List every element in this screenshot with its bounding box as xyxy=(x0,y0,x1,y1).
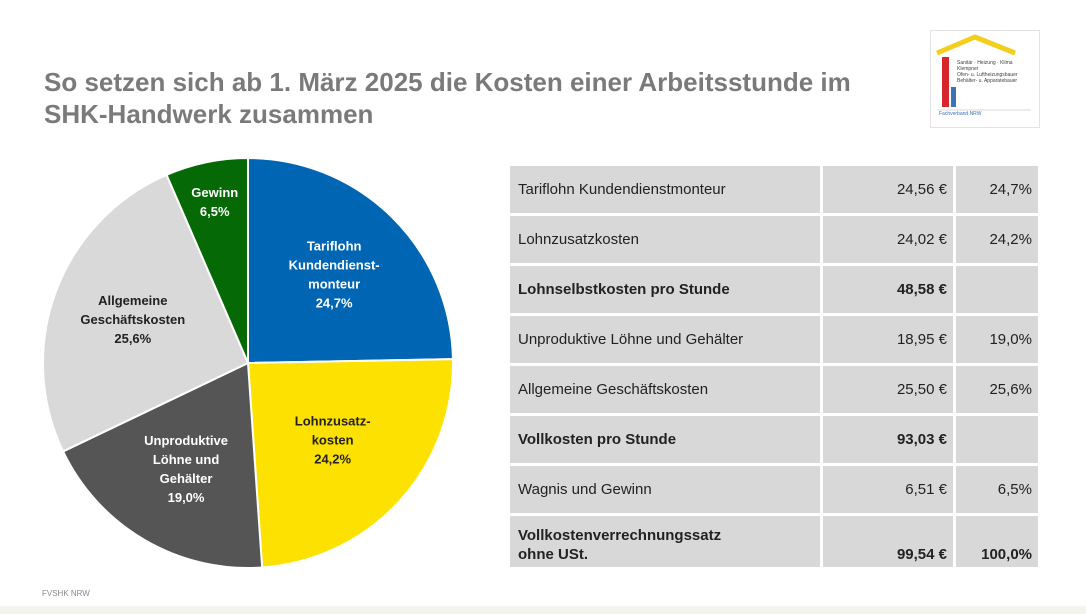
logo-blue-bar xyxy=(951,87,956,107)
cost-item-percent xyxy=(953,266,1038,316)
cost-item-percent: 24,2% xyxy=(953,216,1038,266)
cost-item-label: Wagnis und Gewinn xyxy=(510,466,820,516)
table-row: Tariflohn Kundendienstmonteur 24,56 €24,7… xyxy=(510,166,1038,216)
cost-item-percent: 25,6% xyxy=(953,366,1038,416)
pie-label-line: Löhne und xyxy=(153,452,219,467)
pie-label-line: Kundendienst- xyxy=(289,258,380,273)
cost-item-label-line: Lohnselbstkosten pro Stunde xyxy=(518,281,730,298)
cost-item-label: Tariflohn Kundendienstmonteur xyxy=(510,166,820,216)
pie-label-line: 24,2% xyxy=(314,452,351,467)
logo-red-bar xyxy=(942,57,949,107)
cost-item-label-line: Vollkostenverrechnungssatz xyxy=(518,527,722,544)
logo-line: Behälter- u. Apparatebauer xyxy=(957,78,1018,84)
pie-label-line: Allgemeine xyxy=(98,293,167,308)
page-title: So setzen sich ab 1. März 2025 die Koste… xyxy=(44,67,851,129)
table-row: Vollkosten pro Stunde 93,03 € xyxy=(510,416,1038,466)
pie-chart-svg: Tariflohn Kundendienst-monteur 24,7% Lohnzu… xyxy=(42,156,454,569)
table-row: Unproduktive Löhne und Gehälter 18,95 €19… xyxy=(510,316,1038,366)
cost-item-label: Vollkostenverrechnungssatz ohne USt. xyxy=(510,516,820,570)
cost-item-amount: 6,51 € xyxy=(820,466,953,516)
table-row: Allgemeine Geschäftskosten 25,50 €25,6% xyxy=(510,366,1038,416)
pie-label-line: 6,5% xyxy=(200,204,230,219)
cost-item-percent: 100,0% xyxy=(953,516,1038,570)
pie-slice-label: Gewinn 6,5% xyxy=(191,185,238,219)
pie-slice-label: Tariflohn Kundendienst-monteur 24,7% xyxy=(289,239,380,311)
cost-item-label: Lohnselbstkosten pro Stunde xyxy=(510,266,820,316)
fachverband-logo: Sanitär · Heizung · Klima Klempner Ofen- u… xyxy=(930,30,1040,128)
pie-slice xyxy=(61,361,264,569)
pie-label-line: 19,0% xyxy=(168,490,205,505)
table-row: Lohnselbstkosten pro Stunde 48,58 € xyxy=(510,266,1038,316)
pie-label-line: kosten xyxy=(312,433,354,448)
cost-item-percent: 6,5% xyxy=(953,466,1038,516)
cost-item-percent xyxy=(953,416,1038,466)
cost-item-label-line: Wagnis und Gewinn xyxy=(518,481,652,498)
pie-slice xyxy=(165,156,249,364)
bottom-rule xyxy=(0,606,1086,614)
table-row: Wagnis und Gewinn 6,51 €6,5% xyxy=(510,466,1038,516)
logo-text: Sanitär · Heizung · Klima Klempner Ofen- u… xyxy=(957,60,1035,84)
pie-label-line: 24,7% xyxy=(316,296,353,311)
cost-item-label: Unproduktive Löhne und Gehälter xyxy=(510,316,820,366)
logo-line: Klempner xyxy=(957,66,979,72)
cost-item-percent: 24,7% xyxy=(953,166,1038,216)
cost-item-label: Allgemeine Geschäftskosten xyxy=(510,366,820,416)
pie-chart: Tariflohn Kundendienst-monteur 24,7% Lohnzu… xyxy=(40,150,470,580)
cost-item-amount: 25,50 € xyxy=(820,366,953,416)
cost-item-label: Lohnzusatzkosten xyxy=(510,216,820,266)
pie-slice xyxy=(247,156,454,365)
cost-item-label-line: ohne USt. xyxy=(518,546,588,563)
pie-label-line: monteur xyxy=(308,277,360,292)
pie-label-line: 25,6% xyxy=(114,331,151,346)
cost-table: Tariflohn Kundendienstmonteur 24,56 €24,7… xyxy=(510,166,1038,570)
pie-slice xyxy=(246,358,454,569)
pie-label-line: Lohnzusatz- xyxy=(295,414,371,429)
logo-footer: Fachverband NRW xyxy=(939,111,982,117)
logo-roof xyxy=(936,34,1016,56)
table-row: Vollkostenverrechnungssatz ohne USt. 99,54… xyxy=(510,516,1038,570)
cost-item-label-line: Vollkosten pro Stunde xyxy=(518,431,677,448)
cost-item-label-line: Lohnzusatzkosten xyxy=(518,231,639,248)
cost-item-amount: 99,54 € xyxy=(820,516,953,570)
logo-graphic xyxy=(936,34,1031,111)
pie-slice xyxy=(42,173,250,453)
pie-slice-label: Unproduktive Löhne und Gehälter 19,0% xyxy=(144,433,228,505)
pie-slice-label: Lohnzusatz-kosten 24,2% xyxy=(295,414,371,467)
pie-slice-label: Allgemeine Geschäftskosten 25,6% xyxy=(80,293,185,346)
source-footer: FVSHK NRW xyxy=(42,589,90,598)
pie-label-line: Gehälter xyxy=(160,471,213,486)
cost-item-percent: 19,0% xyxy=(953,316,1038,366)
logo-line: Sanitär · Heizung · Klima xyxy=(957,60,1013,66)
cost-item-label: Vollkosten pro Stunde xyxy=(510,416,820,466)
cost-item-amount: 24,02 € xyxy=(820,216,953,266)
cost-item-amount: 24,56 € xyxy=(820,166,953,216)
cost-item-label-line: Tariflohn Kundendienstmonteur xyxy=(518,181,726,198)
cost-item-label-line: Unproduktive Löhne und Gehälter xyxy=(518,331,744,348)
cost-item-label-line: Allgemeine Geschäftskosten xyxy=(518,381,709,398)
table-row: Lohnzusatzkosten 24,02 €24,2% xyxy=(510,216,1038,266)
pie-label-line: Gewinn xyxy=(191,185,238,200)
logo-line: Ofen- u. Luftheizungsbauer xyxy=(957,72,1018,78)
pie-label-line: Unproduktive xyxy=(144,433,228,448)
pie-label-line: Tariflohn xyxy=(307,239,362,254)
pie-label-line: Geschäftskosten xyxy=(80,312,185,327)
cost-item-amount: 18,95 € xyxy=(820,316,953,366)
cost-item-amount: 93,03 € xyxy=(820,416,953,466)
cost-item-amount: 48,58 € xyxy=(820,266,953,316)
